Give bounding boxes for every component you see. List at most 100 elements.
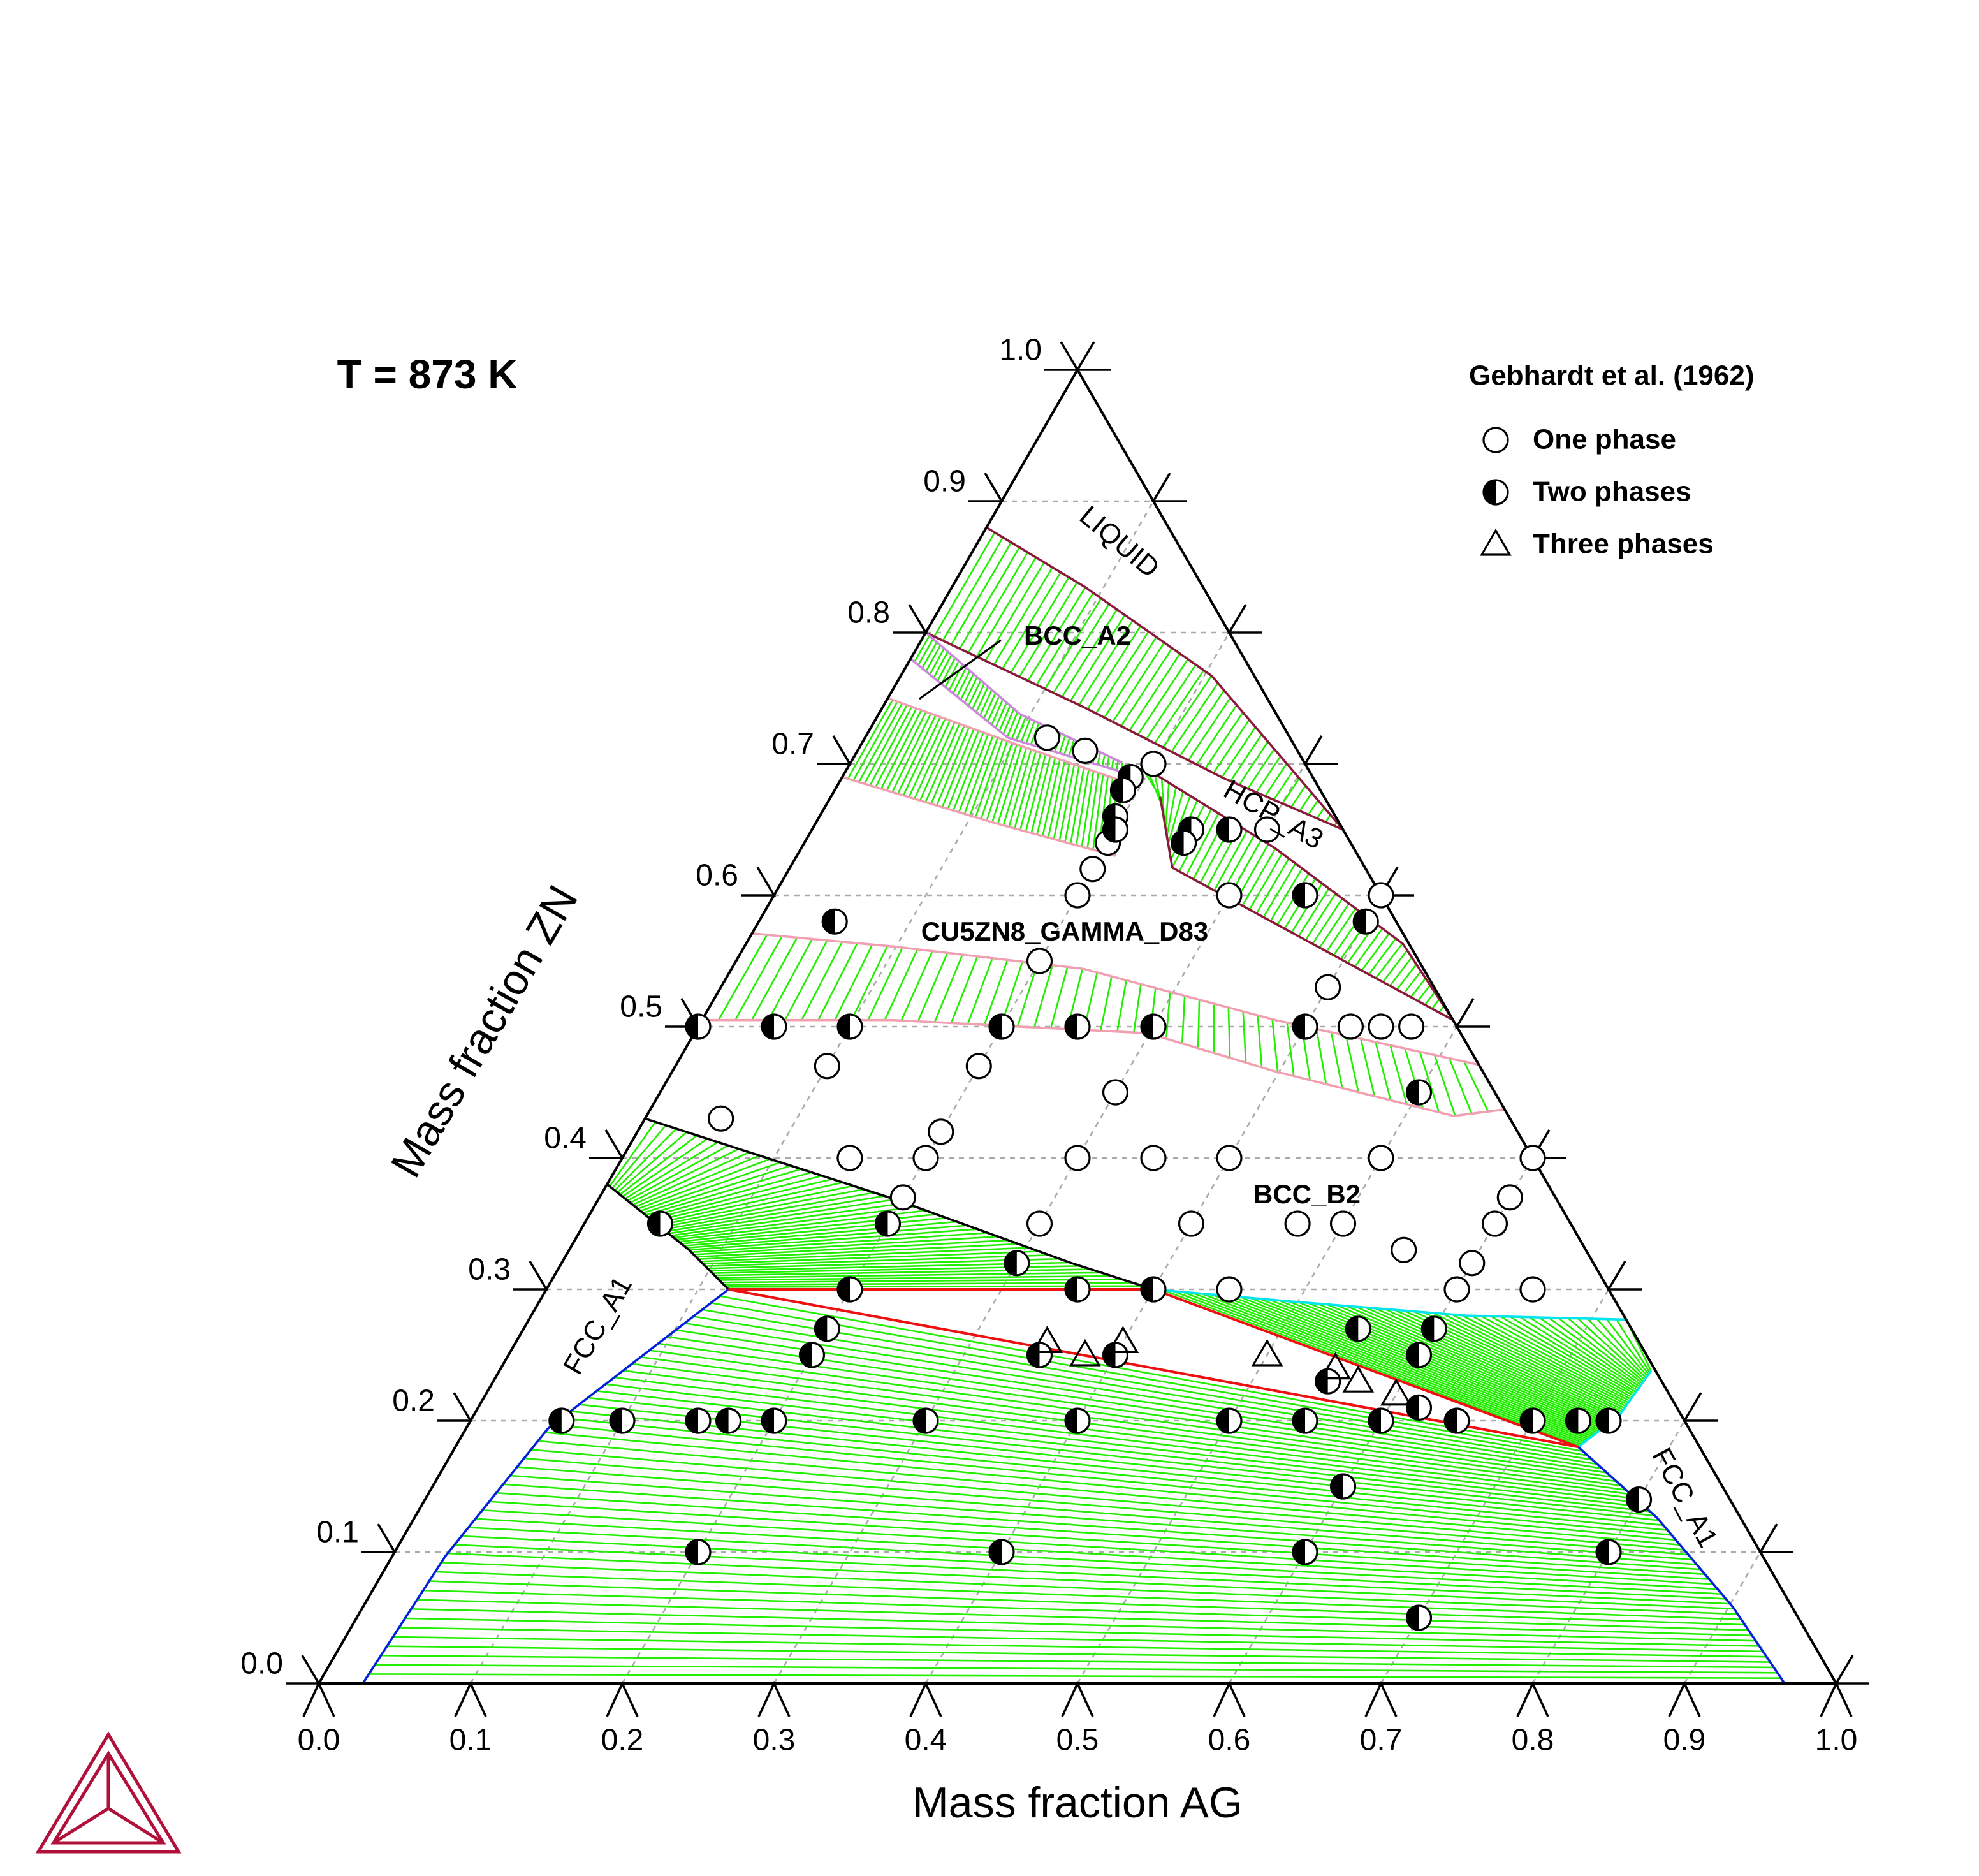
tie-line (619, 1134, 698, 1196)
marker-shape (1380, 1378, 1412, 1406)
tie-line (1011, 714, 1023, 740)
data-point (1329, 1210, 1357, 1237)
tie-line (851, 945, 889, 1021)
tie-line (1519, 1316, 1638, 1391)
marker-shape (1284, 1210, 1311, 1237)
tie-line (369, 1673, 1781, 1679)
tie-line (963, 735, 994, 814)
data-point (1565, 1407, 1591, 1434)
tie-line (997, 745, 1023, 824)
data-point (912, 1407, 939, 1434)
tie-line (1368, 937, 1397, 975)
marker-fill (1065, 1277, 1077, 1301)
marker-shape (965, 1053, 992, 1080)
tie-line (1410, 978, 1426, 998)
marker-shape (1480, 528, 1512, 556)
tie-line (1008, 749, 1032, 828)
data-point (1337, 1013, 1364, 1040)
tie-line (1396, 964, 1417, 990)
tie-line (942, 537, 1004, 641)
y-tick (437, 1392, 473, 1422)
phase-boundary (701, 1018, 1505, 1117)
marker-shape (1178, 1210, 1205, 1237)
tie-line (1120, 647, 1173, 727)
tie-line (1047, 761, 1066, 838)
marker-fill (914, 1409, 926, 1433)
tie-line (703, 1250, 1039, 1265)
tie-line (1586, 1317, 1647, 1379)
tie-line (914, 635, 930, 663)
tie-line (1002, 708, 1015, 735)
tie-line (707, 1257, 1060, 1270)
tie-line (980, 740, 1009, 819)
marker-fill (1065, 1015, 1077, 1039)
tie-line (991, 744, 1018, 823)
data-point (1420, 1315, 1447, 1342)
tie-line (993, 567, 1053, 666)
tie-line (908, 718, 946, 798)
tie-line (1345, 1305, 1613, 1421)
tie-line (1006, 712, 1019, 738)
tie-line (1187, 697, 1231, 761)
tie-line (979, 689, 993, 716)
marker-shape (1031, 1326, 1063, 1353)
tie-line (1227, 1007, 1231, 1058)
data-point (874, 1210, 902, 1237)
marker-fill (875, 1212, 888, 1236)
legend-label: One phase (1533, 424, 1676, 455)
tie-line (1355, 1305, 1615, 1420)
tie-line (523, 1457, 1689, 1556)
tie-line (1025, 754, 1047, 832)
tie-line (1213, 830, 1248, 891)
data-point (988, 1013, 1015, 1040)
tie-line (1075, 769, 1090, 846)
tie-line (1375, 1041, 1392, 1101)
x-tick-label: 0.8 (1512, 1724, 1554, 1757)
data-point (1368, 1013, 1394, 1040)
marker-fill (838, 1015, 850, 1039)
tie-line (1326, 1303, 1610, 1424)
data-point (1595, 1407, 1622, 1434)
tie-line (605, 1383, 1646, 1508)
data-point (836, 1276, 863, 1303)
marker-fill (686, 1409, 698, 1433)
marker-fill (1217, 1409, 1229, 1433)
tie-line (1068, 739, 1075, 757)
tie-line (1255, 858, 1290, 914)
tie-line (1213, 719, 1250, 774)
y-tick (741, 867, 777, 897)
marker-fill (1217, 817, 1229, 842)
tie-line (967, 958, 993, 1025)
marker-fill (1141, 1277, 1153, 1301)
tie-line (1137, 659, 1189, 735)
x-tick (757, 1680, 791, 1717)
marker-shape (1519, 1145, 1546, 1171)
tie-line (900, 951, 933, 1021)
tie-line (393, 1636, 1767, 1658)
y-tick-label: 0.6 (696, 859, 738, 893)
right-tick (1075, 341, 1111, 371)
x-tick (1820, 1680, 1853, 1717)
marker-shape (928, 1118, 954, 1145)
x-tick-label: 0.3 (753, 1724, 796, 1757)
tie-line (639, 1161, 781, 1212)
tie-line (1364, 1307, 1617, 1419)
tie-line (1282, 777, 1300, 804)
data-point (1079, 856, 1106, 883)
marker-fill (989, 1540, 1002, 1564)
tie-line (441, 1562, 1738, 1615)
tie-line (1185, 813, 1220, 876)
tie-line (1273, 770, 1294, 801)
tie-line (921, 641, 938, 669)
tie-line (975, 686, 989, 713)
tie-line (386, 1645, 1771, 1663)
tie-line (1064, 766, 1080, 842)
tie-line (1288, 1300, 1603, 1430)
tie-line (1336, 1304, 1612, 1423)
tie-line (530, 1449, 1684, 1551)
data-point (912, 1145, 939, 1171)
tie-line (1025, 721, 1035, 744)
phase-label: FCC_A1 (557, 1271, 638, 1380)
tie-line (867, 947, 903, 1021)
tie-line (614, 1376, 1641, 1504)
